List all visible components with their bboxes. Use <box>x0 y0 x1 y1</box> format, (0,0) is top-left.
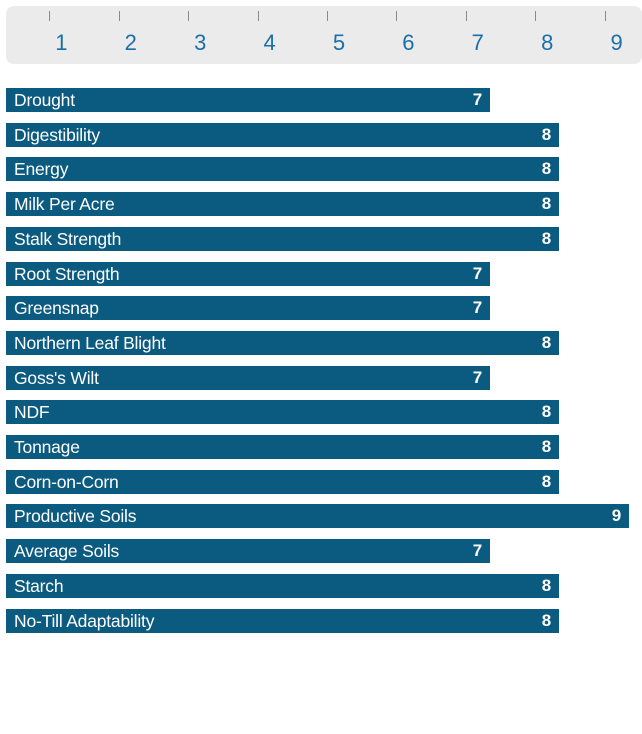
scale-tick-label-2: 2 <box>124 30 137 55</box>
bar-label: Milk Per Acre <box>14 193 115 214</box>
bar-value-label: 8 <box>541 437 551 456</box>
scale-tick-2 <box>118 11 120 21</box>
scale-tick-6 <box>396 11 398 21</box>
bar-value-label: 8 <box>541 229 551 248</box>
bar-drought: Drought 7 <box>6 88 490 112</box>
bar-label: Energy <box>14 158 69 179</box>
bar-label: Corn-on-Corn <box>14 471 119 492</box>
bar-label: Starch <box>14 575 64 596</box>
bar-value-label: 8 <box>541 611 551 630</box>
bar-label: Greensnap <box>14 297 99 318</box>
bar-value-label: 7 <box>472 368 482 387</box>
bar-starch: Starch 8 <box>6 574 559 598</box>
scale-tick-label-1: 1 <box>55 30 68 55</box>
bar-label: Tonnage <box>14 436 80 457</box>
bar-goss-s-wilt: Goss's Wilt 7 <box>6 366 490 390</box>
scale-tick-label-8: 8 <box>541 30 554 55</box>
bar-northern-leaf-blight: Northern Leaf Blight 8 <box>6 331 559 355</box>
bar-ndf: NDF 8 <box>6 400 559 424</box>
bar-root-strength: Root Strength 7 <box>6 262 490 286</box>
bar-label: Drought <box>14 89 75 110</box>
bar-value-label: 8 <box>541 125 551 144</box>
rating-scale: 1 2 3 4 5 6 7 8 9 <box>6 6 642 64</box>
bar-value-label: 9 <box>611 506 621 525</box>
bar-value-label: 7 <box>472 90 482 109</box>
scale-tick-label-4: 4 <box>263 30 276 55</box>
bar-average-soils: Average Soils 7 <box>6 539 490 563</box>
bar-label: Digestibility <box>14 124 100 145</box>
bar-value-label: 7 <box>472 264 482 283</box>
bar-corn-on-corn: Corn-on-Corn 8 <box>6 470 559 494</box>
bar-label: Average Soils <box>14 540 120 561</box>
scale-tick-1 <box>49 11 51 21</box>
bar-productive-soils: Productive Soils 9 <box>6 504 629 528</box>
bar-value-label: 7 <box>472 541 482 560</box>
bar-value-label: 8 <box>541 159 551 178</box>
bar-label: Root Strength <box>14 263 120 284</box>
scale-tick-7 <box>465 11 467 21</box>
scale-tick-label-7: 7 <box>471 30 484 55</box>
bar-energy: Energy 8 <box>6 157 559 181</box>
bar-label: Stalk Strength <box>14 228 122 249</box>
bar-no-till-adaptability: No-Till Adaptability 8 <box>6 609 559 633</box>
bar-milk-per-acre: Milk Per Acre 8 <box>6 192 559 216</box>
bar-value-label: 8 <box>541 576 551 595</box>
bar-value-label: 7 <box>472 298 482 317</box>
scale-tick-label-5: 5 <box>332 30 346 55</box>
bar-label: Northern Leaf Blight <box>14 332 166 353</box>
scale-tick-9 <box>604 11 606 21</box>
scale-tick-8 <box>535 11 537 21</box>
scale-tick-label-6: 6 <box>402 30 415 55</box>
bar-greensnap: Greensnap 7 <box>6 296 490 320</box>
bar-value-label: 8 <box>541 333 551 352</box>
scale-tick-label-9: 9 <box>610 30 623 55</box>
bar-tonnage: Tonnage 8 <box>6 435 559 459</box>
bar-label: Productive Soils <box>14 505 137 526</box>
bar-value-label: 8 <box>541 472 551 491</box>
bar-label: Goss's Wilt <box>14 367 99 388</box>
bar-digestibility: Digestibility 8 <box>6 123 559 147</box>
scale-tick-4 <box>257 11 259 21</box>
bar-stalk-strength: Stalk Strength 8 <box>6 227 559 251</box>
bar-label: No-Till Adaptability <box>14 610 155 631</box>
bar-value-label: 8 <box>541 194 551 213</box>
bar-label: NDF <box>14 401 50 422</box>
scale-tick-5 <box>327 11 328 21</box>
scale-tick-label-3: 3 <box>194 30 207 55</box>
bar-value-label: 8 <box>541 402 551 421</box>
scale-tick-3 <box>188 11 190 21</box>
